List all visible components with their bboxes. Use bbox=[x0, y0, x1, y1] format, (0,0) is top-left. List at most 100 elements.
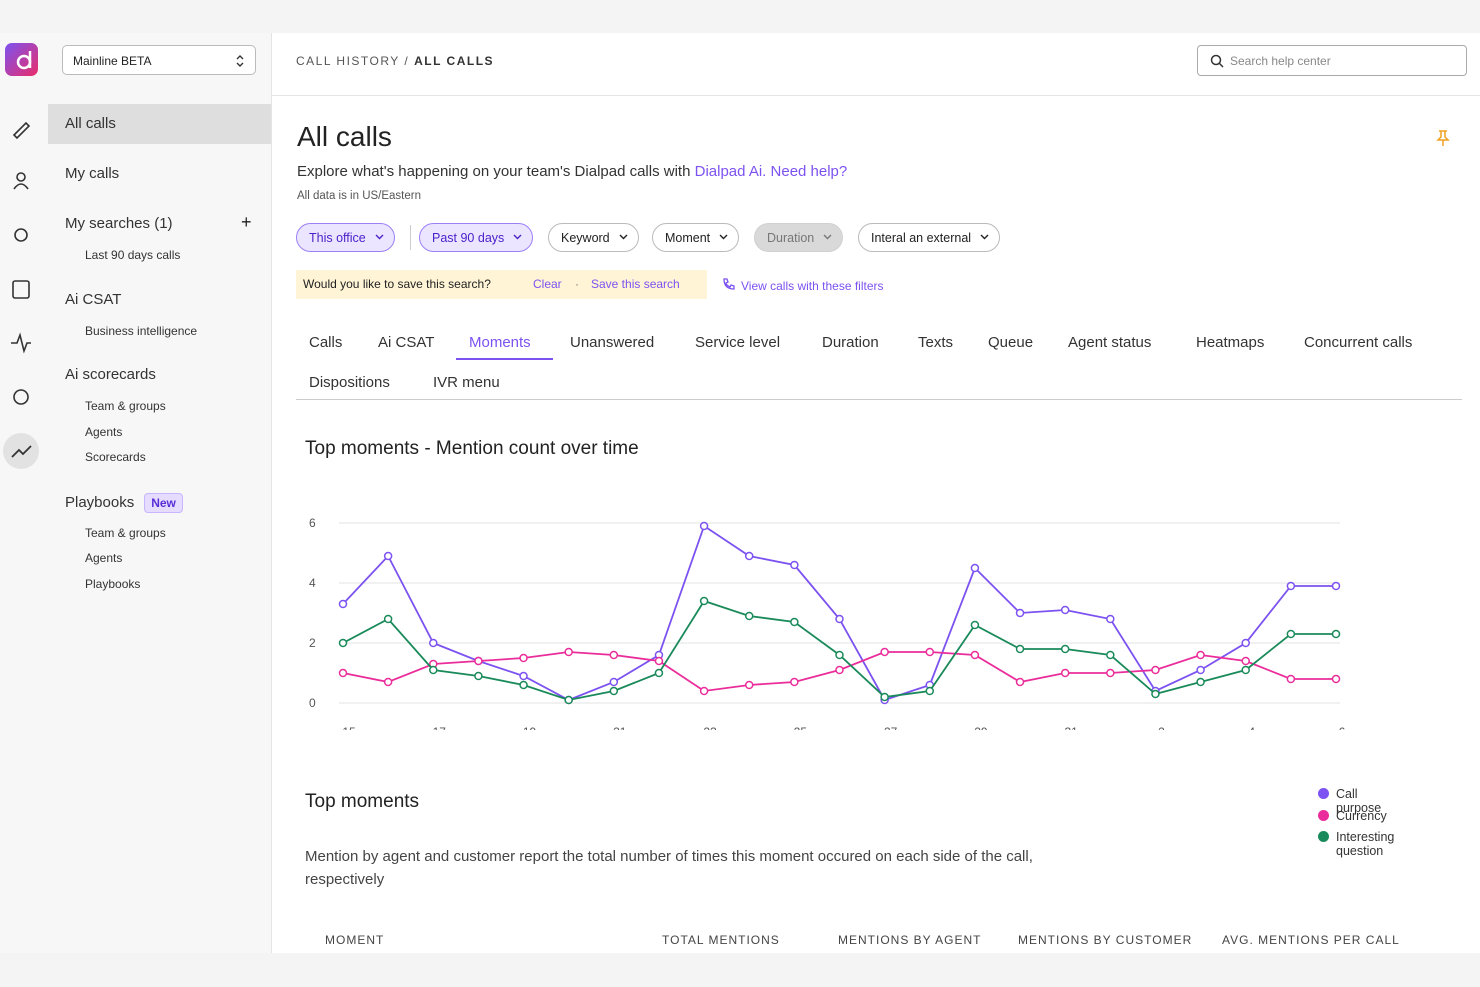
user-icon[interactable] bbox=[16, 172, 26, 182]
data-point bbox=[925, 647, 935, 657]
history-icon[interactable] bbox=[13, 389, 29, 405]
tab[interactable]: Concurrent calls bbox=[1304, 334, 1413, 351]
filter-pill[interactable]: Past 90 days bbox=[419, 223, 534, 252]
breadcrumb-item[interactable]: CALL HISTORY bbox=[296, 54, 400, 68]
clear-link[interactable]: Clear bbox=[533, 277, 562, 291]
report-icon[interactable] bbox=[12, 280, 30, 299]
filter-label: Past 90 days bbox=[432, 231, 505, 245]
nav-item[interactable]: Ai scorecards bbox=[65, 366, 156, 383]
chevron bbox=[513, 234, 522, 240]
save-banner: Would you like to save this search? Clea… bbox=[296, 270, 707, 299]
filter-pill[interactable]: Moment bbox=[652, 223, 740, 252]
search-box[interactable]: Search help center bbox=[1197, 45, 1467, 76]
x-tick-label: 27 bbox=[884, 725, 898, 730]
tab[interactable]: Service level bbox=[695, 334, 781, 351]
tab[interactable]: Duration bbox=[822, 334, 879, 351]
tab[interactable]: Texts bbox=[918, 334, 954, 351]
data-point bbox=[1060, 644, 1070, 654]
nav-item[interactable]: All calls bbox=[65, 115, 116, 132]
link[interactable]: Need help? bbox=[770, 163, 848, 180]
tab[interactable]: Moments bbox=[469, 334, 531, 351]
data-point bbox=[744, 551, 754, 561]
data-point bbox=[699, 521, 709, 531]
tab[interactable]: Unanswered bbox=[570, 334, 655, 351]
data-point bbox=[1286, 674, 1296, 684]
nav-subitem[interactable]: Last 90 days calls bbox=[85, 248, 181, 262]
y-tick-label: 4 bbox=[309, 576, 316, 590]
legend-swatch bbox=[1318, 831, 1329, 842]
data-point bbox=[970, 650, 980, 660]
search-placeholder: Search help center bbox=[1230, 54, 1331, 68]
nav-subitem[interactable]: Team & groups bbox=[85, 399, 166, 413]
data-point bbox=[609, 650, 619, 660]
chevron-path bbox=[823, 234, 832, 240]
rocket-icon[interactable] bbox=[12, 121, 31, 140]
add-button[interactable]: + bbox=[241, 212, 252, 232]
filter-label: Interal an external bbox=[871, 231, 972, 245]
nav-label: Ai scorecards bbox=[65, 366, 156, 383]
data-point bbox=[699, 596, 709, 606]
data-point bbox=[383, 551, 393, 561]
intro: Explore what's happening on your team's … bbox=[297, 163, 847, 180]
tab[interactable]: Ai CSAT bbox=[378, 334, 435, 351]
nav-item[interactable]: Playbooks New bbox=[65, 492, 183, 513]
table-header-cell: MENTIONS BY AGENT bbox=[838, 933, 982, 947]
tab[interactable]: IVR menu bbox=[433, 374, 500, 391]
tab[interactable]: Calls bbox=[309, 334, 343, 351]
filter-label: Keyword bbox=[561, 231, 610, 245]
pin-icon[interactable] bbox=[1436, 129, 1450, 147]
link[interactable]: Dialpad Ai. bbox=[694, 163, 767, 180]
settings-icon[interactable] bbox=[14, 228, 28, 242]
legend-swatch bbox=[1318, 788, 1329, 799]
chevron bbox=[980, 234, 989, 240]
data-point bbox=[654, 656, 664, 666]
data-point bbox=[744, 680, 754, 690]
breadcrumb: CALL HISTORY / ALL CALLS bbox=[296, 54, 495, 68]
tab[interactable]: Queue bbox=[988, 334, 1034, 351]
nav-item[interactable]: My searches (1) bbox=[65, 215, 173, 232]
section-description: Mention by agent and customer report the… bbox=[305, 848, 1033, 888]
data-point bbox=[654, 668, 664, 678]
nav-subitem[interactable]: Business intelligence bbox=[85, 323, 198, 338]
data-point bbox=[1015, 608, 1025, 618]
pulse-icon[interactable] bbox=[11, 332, 31, 354]
nav-subitem[interactable]: Playbooks bbox=[85, 576, 141, 591]
save-link[interactable]: Save this search bbox=[591, 277, 680, 291]
data-point bbox=[519, 671, 528, 681]
tab[interactable]: Dispositions bbox=[309, 374, 390, 391]
data-point bbox=[1060, 605, 1070, 615]
data-point bbox=[1241, 665, 1250, 675]
filter-pill[interactable]: Keyword bbox=[548, 223, 639, 252]
workspace-name: Mainline BETA bbox=[73, 54, 152, 68]
data-point bbox=[1106, 650, 1115, 660]
nav-subitem[interactable]: Team & groups bbox=[85, 525, 166, 540]
data-point bbox=[1241, 656, 1250, 666]
main: All calls Explore what's happening on yo… bbox=[0, 33, 1480, 953]
data-point bbox=[1286, 629, 1296, 639]
nav-subitem[interactable]: Agents bbox=[85, 424, 123, 439]
filter-pill[interactable]: This office bbox=[296, 223, 395, 252]
save-prompt: Would you like to save this search? bbox=[303, 277, 491, 291]
data-point bbox=[790, 677, 799, 687]
data-point bbox=[429, 665, 438, 675]
separator: · bbox=[575, 277, 579, 291]
filter-label: Moment bbox=[665, 231, 711, 245]
nav-item[interactable]: Ai CSAT bbox=[65, 291, 121, 308]
tab[interactable]: Heatmaps bbox=[1196, 334, 1265, 351]
nav-label: Ai CSAT bbox=[65, 290, 122, 308]
nav-subitem[interactable]: Agents bbox=[85, 551, 123, 565]
data-point bbox=[519, 680, 528, 690]
data-point bbox=[835, 614, 844, 624]
filter-pill[interactable]: Interal an external bbox=[858, 223, 1001, 252]
view-calls-link[interactable]: View calls with these filters bbox=[741, 279, 884, 293]
tabs-border bbox=[296, 399, 1462, 400]
data-point bbox=[1196, 650, 1205, 660]
table-header-cell: AVG. MENTIONS PER CALL bbox=[1222, 933, 1400, 947]
tab[interactable]: Agent status bbox=[1068, 334, 1152, 351]
data-point bbox=[1196, 677, 1205, 687]
workspace-select[interactable]: Mainline BETA bbox=[62, 45, 256, 75]
nav-item[interactable]: My calls bbox=[65, 165, 119, 182]
nav-subitem[interactable]: Scorecards bbox=[85, 450, 146, 464]
data-point bbox=[1015, 677, 1025, 687]
legend-swatch bbox=[1318, 809, 1329, 821]
